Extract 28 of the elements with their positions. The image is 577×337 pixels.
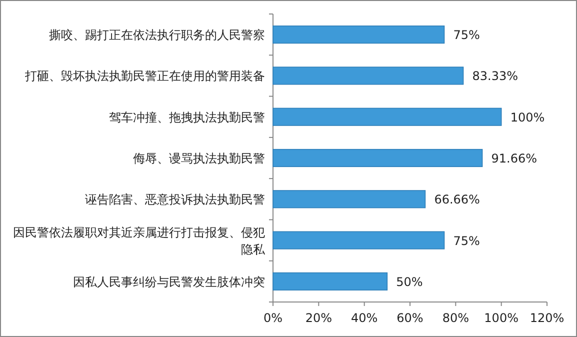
bar bbox=[272, 272, 388, 290]
data-label: 50% bbox=[396, 274, 423, 289]
y-tick-label: 因私人民事纠纷与民警发生肢体冲突 bbox=[73, 274, 265, 289]
y-tick-label: 因民警依法履职对其近亲属进行打击报复、侵犯隐私 bbox=[13, 225, 266, 256]
y-tick-label: 打砸、毁坏执法执勤民警正在使用的警用装备 bbox=[24, 69, 265, 84]
data-label: 91.66% bbox=[491, 152, 538, 166]
x-tick-label: 0% bbox=[263, 311, 283, 325]
x-tick-label: 40% bbox=[350, 311, 378, 325]
bar bbox=[272, 108, 502, 126]
x-tick-label: 100% bbox=[484, 311, 518, 325]
x-tick-label: 120% bbox=[530, 311, 564, 325]
y-tick-label: 诬告陷害、恶意投诉执法执勤民警 bbox=[85, 192, 265, 207]
bar bbox=[272, 190, 426, 208]
bar bbox=[272, 231, 445, 250]
data-label: 75% bbox=[453, 28, 480, 42]
data-label: 66.66% bbox=[434, 192, 480, 207]
y-tick-label: 驾车冲撞、拖拽执法执勤民警 bbox=[109, 110, 265, 124]
x-tick-label: 80% bbox=[442, 311, 470, 325]
data-label: 83.33% bbox=[472, 69, 518, 84]
data-label: 75% bbox=[453, 234, 480, 248]
data-label: 100% bbox=[510, 110, 545, 124]
bar bbox=[272, 66, 464, 85]
y-tick-label: 侮辱、谩骂执法执勤民警 bbox=[133, 152, 265, 166]
bar bbox=[272, 26, 445, 44]
bar bbox=[272, 148, 483, 168]
x-tick-label: 60% bbox=[396, 311, 424, 325]
x-tick-label: 20% bbox=[305, 311, 332, 325]
y-tick-label: 撕咬、踢打正在依法执行职务的人民警察 bbox=[49, 28, 265, 42]
